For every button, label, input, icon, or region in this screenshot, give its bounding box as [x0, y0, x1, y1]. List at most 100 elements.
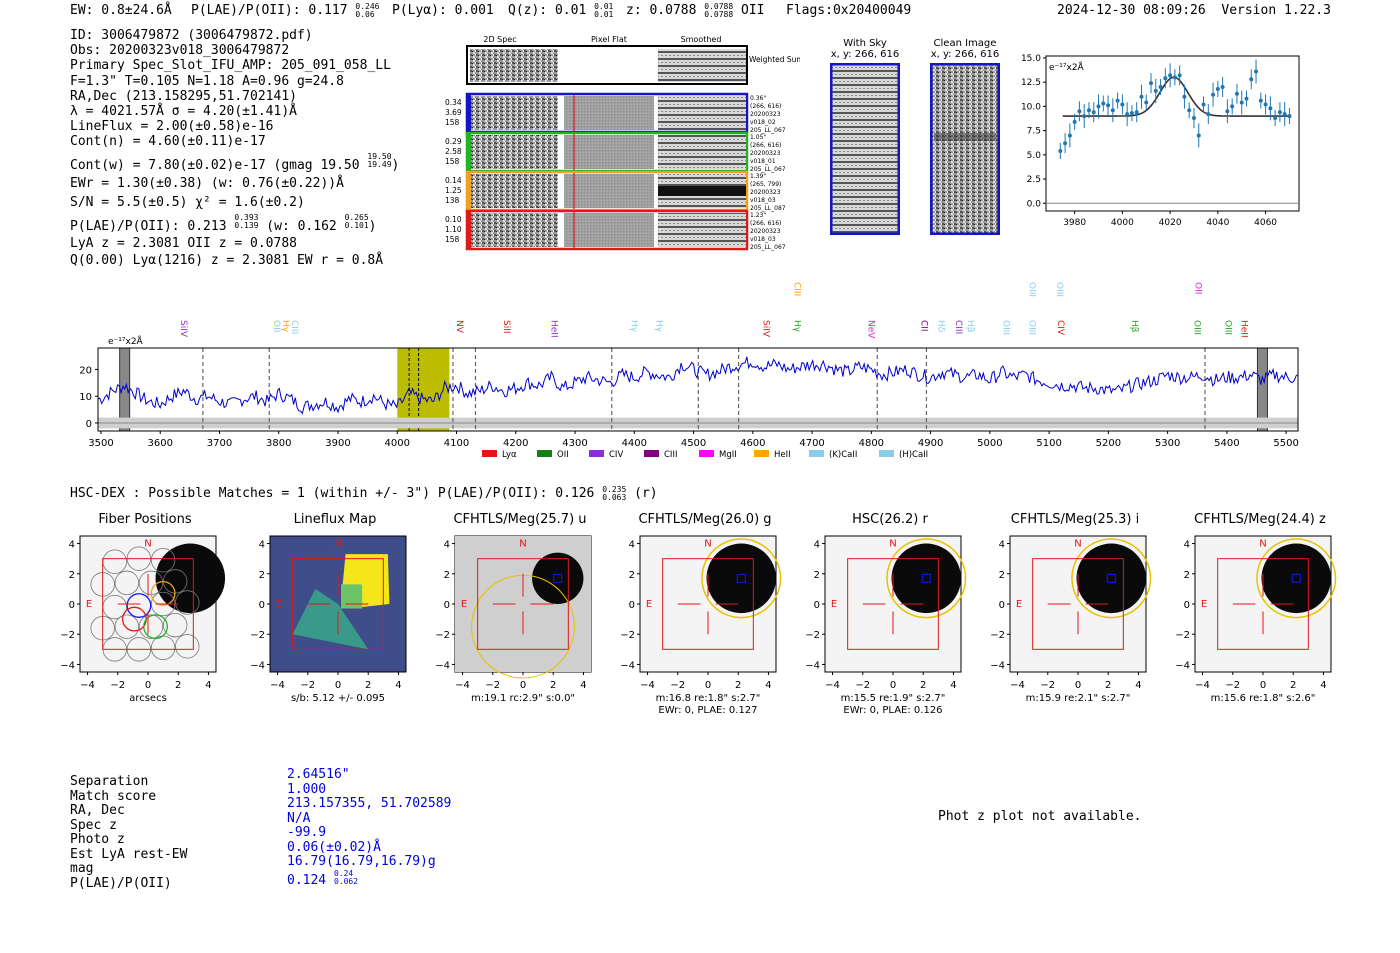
y-tick-label: −2	[435, 630, 450, 641]
x-tick-label: −2	[670, 680, 685, 691]
fit-data-point	[1149, 81, 1154, 86]
header-flags: Flags:0x20400049	[786, 3, 912, 18]
emission-line-label: CII	[919, 320, 929, 332]
fit-data-point	[1263, 102, 1268, 107]
y-tick-label: 4	[69, 540, 75, 551]
cutout-row-tag	[467, 172, 471, 210]
legend-label: (K)CaII	[829, 450, 857, 460]
fit-data-point	[1201, 102, 1206, 107]
info-lambda: λ = 4021.57Å σ = 4.20(±1.41)Å	[70, 104, 297, 120]
emission-line-label: NeV	[865, 320, 875, 339]
cutout-pixelflat	[564, 213, 654, 247]
y-tick-label: 2	[444, 570, 450, 581]
legend-entry: OII	[537, 450, 569, 460]
fit-data-point	[1106, 103, 1111, 108]
source-blob	[155, 543, 226, 614]
spectrum-x-tick-label: 4300	[562, 438, 587, 449]
fit-model-curve	[1062, 76, 1290, 117]
aperture-box	[1217, 558, 1309, 650]
phot-z-message: Phot z plot not available.	[938, 809, 1142, 824]
y-tick-label: 2	[814, 570, 820, 581]
y-tick-label: 4	[1184, 540, 1190, 551]
fit-data-point	[1244, 96, 1249, 101]
image-panel-title: CFHTLS/Meg(25.3) i	[1010, 512, 1140, 527]
legend-label: CIII	[664, 450, 677, 460]
spectrum-x-tick-label: 4000	[385, 438, 410, 449]
label-separation: Separation	[70, 774, 149, 789]
spectrum-x-tick-label: 5000	[977, 438, 1002, 449]
source-blob	[532, 552, 584, 604]
fit-data-point	[1273, 116, 1278, 120]
emission-line-label: OIII	[1027, 282, 1037, 297]
x-tick-label: 4	[1135, 680, 1141, 691]
north-marker: N	[519, 539, 526, 550]
header-ew: EW: 0.8±24.6Å	[70, 3, 172, 18]
cutout-row-right-value: (266, 616)	[750, 220, 781, 227]
image-panel-title: CFHTLS/Meg(25.7) u	[453, 512, 587, 527]
east-marker: E	[831, 599, 837, 610]
cutout-row-left-value: 3.69	[445, 108, 462, 117]
fit-data-point	[1134, 110, 1139, 115]
spectrum-x-tick-label: 4100	[444, 438, 469, 449]
cutout-row-left-value: 1.10	[445, 225, 462, 234]
cutout-row-right-value: 205_LL_067	[750, 244, 786, 251]
fit-data-point	[1077, 109, 1082, 114]
north-marker: N	[334, 539, 341, 550]
spectrum-x-tick-label: 5500	[1273, 438, 1298, 449]
y-tick-label: −4	[1175, 660, 1190, 671]
emission-line-label: SiIV	[178, 320, 188, 338]
info-lineflux: LineFlux = 2.00(±0.58)e-16	[70, 119, 274, 135]
fit-data-point	[1110, 108, 1115, 113]
weighted-sum-label: Weighted Sum	[749, 55, 800, 64]
source-blob	[706, 543, 776, 614]
fiber-circle	[114, 614, 140, 639]
value-photo-z: -99.9	[287, 825, 327, 840]
cutout-row-right-value: 20200323	[750, 189, 781, 196]
full-spectrum-chart: e⁻¹⁷x2Å 3500 3600 3700 3800 3900 4000 4100 4200 4…	[79, 282, 1299, 460]
legend-entry: (H)CaII	[879, 450, 928, 460]
x-tick-label: 2	[1290, 680, 1296, 691]
image-panel: CFHTLS/Meg(25.3) i N E 4 2 0 −2 −4 −4 −2 0 2 4 m:15.9…	[990, 512, 1161, 736]
cutout-smoothed	[658, 135, 746, 169]
cutout-row-left-value: 0.10	[445, 215, 462, 224]
north-marker: N	[889, 539, 896, 550]
fit-data-point	[1182, 94, 1187, 99]
emission-line-label: OII	[1193, 282, 1203, 294]
fit-data-point	[1163, 76, 1168, 81]
emission-line-label: CIV	[1055, 320, 1065, 336]
y-tick-label: −4	[620, 660, 635, 671]
header-plya: P(Lyα): 0.001	[392, 3, 494, 18]
y-tick-label: −2	[250, 630, 265, 641]
cutout-row-right-value: (265, 799)	[750, 181, 781, 188]
fit-data-point	[1125, 112, 1130, 117]
sky-line-band	[397, 348, 450, 431]
fit-x-tick-label: 3980	[1063, 218, 1086, 228]
cutout-row-tag	[467, 211, 471, 249]
fit-y-tick-label: 0.0	[1027, 199, 1042, 209]
fit-data-point	[1268, 106, 1273, 111]
panel-caption: m:15.6 re:1.8" s:2.6"	[1211, 693, 1316, 704]
cutout-2dspec	[470, 135, 558, 169]
fit-x-tick-label: 4060	[1254, 218, 1277, 228]
fit-data-point	[1096, 104, 1101, 109]
x-tick-label: 0	[705, 680, 711, 691]
x-tick-label: 4	[1320, 680, 1326, 691]
east-marker: E	[1201, 599, 1207, 610]
fit-data-point	[1211, 92, 1216, 97]
cutout-row-left-value: 158	[445, 235, 460, 244]
emission-line-label: Hγ	[280, 320, 290, 333]
label-spec-z: Spec z	[70, 817, 117, 833]
aperture-box	[662, 558, 754, 650]
x-tick-label: −2	[300, 680, 315, 691]
y-tick-label: −4	[805, 660, 820, 671]
panel-caption-secondary: EWr: 0, PLAE: 0.126	[843, 705, 942, 716]
source-box	[1291, 573, 1301, 583]
image-panel: Lineflux Map N E 4 2 0 −2 −4 −4 −2 0 2 4 s/b: 5.12 +/…	[250, 512, 421, 736]
spectrum-x-tick-label: 4200	[503, 438, 528, 449]
spectrum-x-tick-label: 3900	[325, 438, 350, 449]
fit-y-tick-label: 5.0	[1027, 151, 1042, 161]
sky-title: With Sky x, y: 266, 616	[830, 38, 900, 60]
fit-x-tick-label: 4040	[1206, 218, 1229, 228]
spectrum-x-tick-label: 3500	[88, 438, 113, 449]
